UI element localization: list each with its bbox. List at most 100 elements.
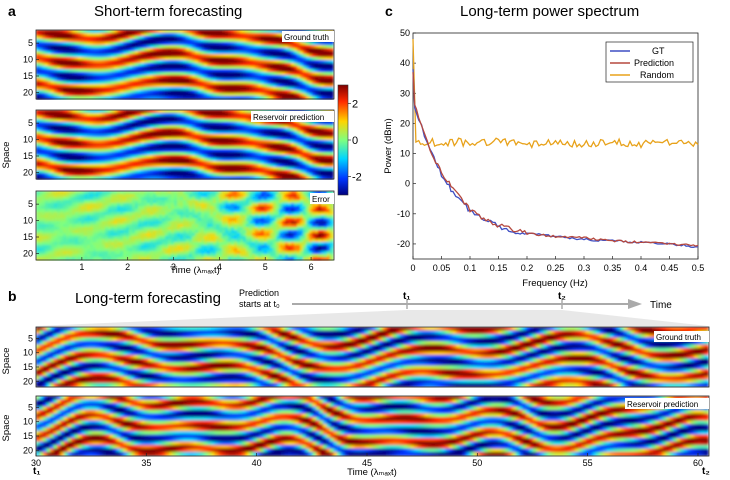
panel-b-xlabel: Time (λₘₐₓt) xyxy=(347,467,397,478)
timeline-prediction-line1: Prediction xyxy=(239,288,279,298)
x-tick-label: 0.25 xyxy=(547,263,565,273)
panel-a-axes: 5 10 15 20 5 10 15 20 5 10 15 20 1 2 3 4 5 6 xyxy=(23,38,314,272)
y-tick-label: -20 xyxy=(397,239,410,249)
x-tick-label: 5 xyxy=(263,262,268,272)
x-tick-label: 0.45 xyxy=(661,263,679,273)
tag-error: Error xyxy=(312,195,330,204)
tag-bg xyxy=(310,193,334,204)
y-tick-label: 10 xyxy=(23,55,33,65)
y-tick-label: 40 xyxy=(400,58,410,68)
x-tick-label: 0 xyxy=(410,263,415,273)
colorbar-tick-label: 2 xyxy=(352,98,358,110)
heatmap-a-reservoir-prediction xyxy=(35,109,335,180)
x-tick-label: 40 xyxy=(252,458,262,468)
y-tick-label: 15 xyxy=(23,232,33,242)
colorbar-tick-label: 0 xyxy=(352,135,358,147)
x-tick-label: 60 xyxy=(693,458,703,468)
tag-reservoir-prediction-a: Reservoir prediction xyxy=(253,113,324,122)
y-tick-label: 20 xyxy=(23,87,33,97)
x-tick-label: 3 xyxy=(171,262,176,272)
y-tick-label: 20 xyxy=(23,167,33,177)
x-tick-label: 0.15 xyxy=(490,263,508,273)
y-tick-label: 10 xyxy=(23,216,33,226)
y-tick-label: -10 xyxy=(397,209,410,219)
y-tick-label: 10 xyxy=(400,149,410,159)
x-tick-label: 35 xyxy=(141,458,151,468)
y-tick-label: 15 xyxy=(23,71,33,81)
colorbar xyxy=(337,84,349,196)
panel-c-axes: 0 0.05 0.1 0.15 0.2 0.25 0.3 0.35 0.4 0.45 0.5 -20 -… xyxy=(397,28,704,273)
series-line-prediction xyxy=(412,72,699,247)
y-tick-label: 20 xyxy=(23,376,33,386)
x-tick-label: 4 xyxy=(217,262,222,272)
timeline-time-label: Time xyxy=(650,300,672,311)
x-tick-label: 50 xyxy=(472,458,482,468)
y-tick-label: 20 xyxy=(23,248,33,258)
panel-c-xlabel: Frequency (Hz) xyxy=(522,278,587,289)
axis-t2-marker: t₂ xyxy=(702,466,710,477)
x-tick-label: 2 xyxy=(125,262,130,272)
legend-gt: GT xyxy=(652,46,665,56)
y-tick-label: 10 xyxy=(23,417,33,427)
y-tick-label: 0 xyxy=(405,179,410,189)
tag-bg xyxy=(282,31,334,42)
y-tick-label: 15 xyxy=(23,431,33,441)
panel-b-axes: 5 10 15 20 5 10 15 20 30 35 40 45 50 55 60 xyxy=(23,333,703,468)
y-tick-label: 5 xyxy=(28,402,33,412)
y-tick-label: 5 xyxy=(28,38,33,48)
panel-a-ylabel: Space xyxy=(1,142,12,169)
x-tick-label: 45 xyxy=(362,458,372,468)
spectrum-lines xyxy=(412,38,699,248)
y-tick-label: 15 xyxy=(23,362,33,372)
x-tick-label: 6 xyxy=(309,262,314,272)
heatmap-a-ground-truth xyxy=(35,29,335,100)
y-tick-label: 5 xyxy=(28,199,33,209)
x-tick-label: 0.4 xyxy=(635,263,648,273)
x-tick-label: 1 xyxy=(79,262,84,272)
x-tick-label: 55 xyxy=(583,458,593,468)
colorbar-tick-label: -2 xyxy=(352,172,362,184)
legend: GT Prediction Random xyxy=(605,41,694,83)
panel-b-letter: b xyxy=(8,288,17,304)
y-tick-label: 50 xyxy=(400,28,410,38)
tag-reservoir-prediction-b: Reservoir prediction xyxy=(627,400,698,409)
y-tick-label: 5 xyxy=(28,333,33,343)
x-tick-label: 0.1 xyxy=(464,263,477,273)
panel-c-ylabel: Power (dBm) xyxy=(383,118,394,173)
y-tick-label: 5 xyxy=(28,118,33,128)
series-line-random xyxy=(412,38,699,150)
tag-ground-truth-b: Ground truth xyxy=(656,333,701,342)
panel-a-letter: a xyxy=(8,3,16,19)
y-tick-label: 15 xyxy=(23,151,33,161)
x-tick-label: 0.5 xyxy=(692,263,705,273)
x-tick-label: 0.05 xyxy=(433,263,451,273)
timeline-t2: t₂ xyxy=(558,291,566,302)
y-tick-label: 30 xyxy=(400,88,410,98)
timeline-prediction-line2: starts at t₀ xyxy=(239,299,280,309)
panel-b-title: Long-term forecasting xyxy=(75,290,221,307)
x-tick-label: 0.3 xyxy=(578,263,591,273)
tag-bg xyxy=(625,398,709,409)
colorbar-ticks: 2 0 -2 xyxy=(348,98,362,184)
panel-c-letter: c xyxy=(385,3,393,19)
legend-prediction: Prediction xyxy=(634,58,674,68)
heatmap-b-ground-truth xyxy=(35,326,710,388)
axis-t1-marker: t₁ xyxy=(33,466,40,477)
x-tick-label: 0.35 xyxy=(604,263,622,273)
legend-random: Random xyxy=(640,70,674,80)
tag-ground-truth-a: Ground truth xyxy=(284,33,329,42)
panel-c-title: Long-term power spectrum xyxy=(460,3,639,20)
heatmap-a-error xyxy=(35,190,335,261)
y-tick-label: 10 xyxy=(23,135,33,145)
y-tick-label: 20 xyxy=(23,445,33,455)
x-tick-label: 0.2 xyxy=(521,263,534,273)
panel-b-ylabel: Space xyxy=(1,348,12,375)
timeline-arrow xyxy=(36,299,708,326)
heatmap-b-reservoir-prediction xyxy=(35,395,710,457)
panel-a-xlabel: Time (λₘₐₓt) xyxy=(170,265,220,276)
tag-bg xyxy=(654,331,709,342)
panel-a-title: Short-term forecasting xyxy=(94,3,242,20)
tag-bg xyxy=(251,111,334,122)
y-tick-label: 20 xyxy=(400,118,410,128)
